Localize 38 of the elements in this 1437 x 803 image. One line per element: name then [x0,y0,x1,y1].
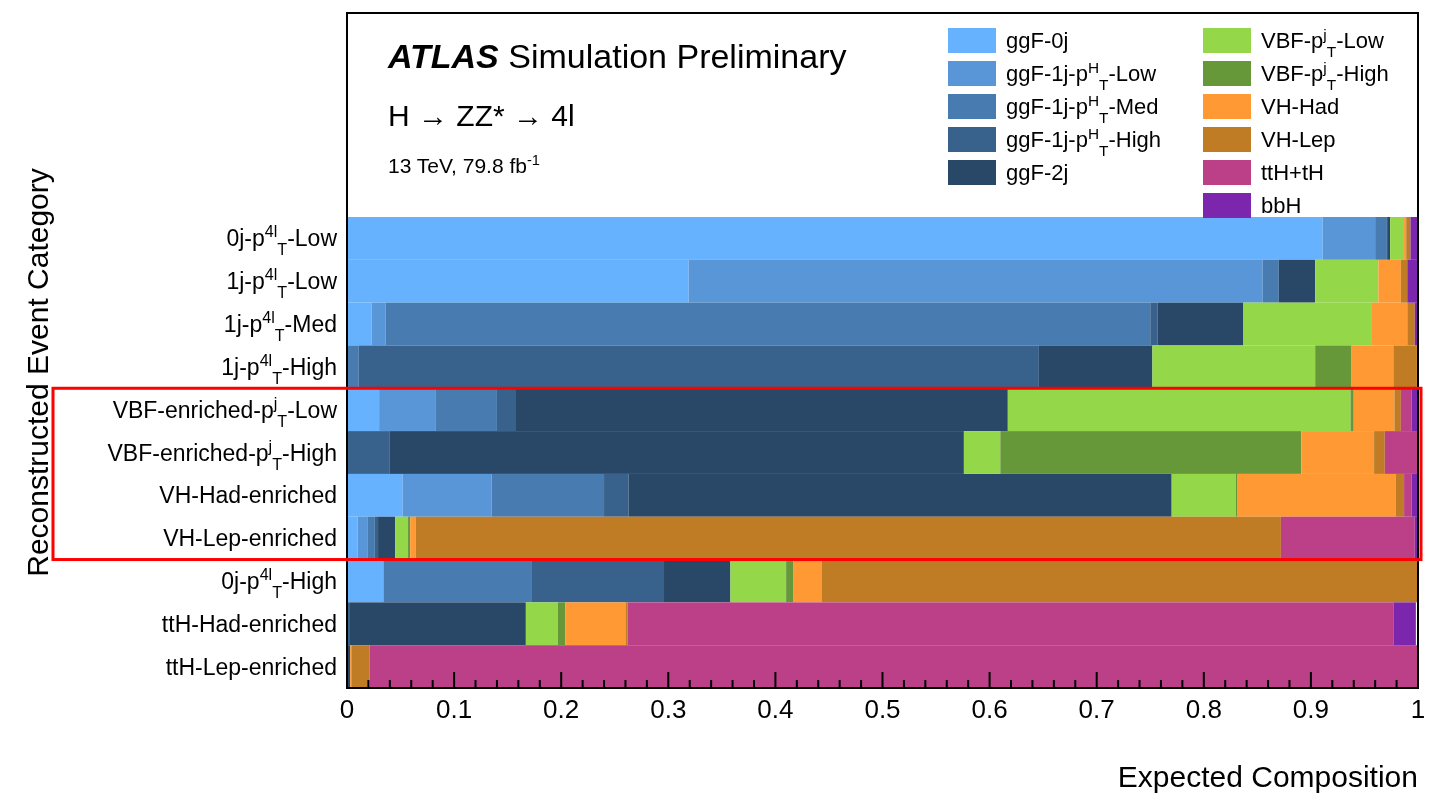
y-tick-label: ttH-Had-enriched [161,610,337,637]
x-tick-label: 0.1 [436,694,473,724]
y-tick-label: ttH-Lep-enriched [165,653,337,680]
y-tick-label: 1j-p$^{4l}$$_{T}$-High [221,350,337,387]
y-tick-label: VBF-enriched-p$^{j}$$_{T}$-High [107,436,337,473]
x-tick-label: 0.9 [1292,694,1329,724]
legend-label: ggF-1j-p$^{H}$$_{T}$-Low [1006,58,1157,93]
x-tick-label: 0.8 [1185,694,1222,724]
x-tick-label: 0.7 [1078,694,1115,724]
x-tick-label: 0.2 [543,694,580,724]
chart-subtitle: H → ZZ* → 4l [388,99,575,132]
legend-label: VH-Lep [1261,127,1336,152]
legend-label: VBF-p$^{j}$$_{T}$-High [1261,58,1389,93]
y-tick-label: 1j-p$^{4l}$$_{T}$-Med [223,308,337,345]
x-tick-label: 0.3 [650,694,687,724]
legend-label: ttH+tH [1261,160,1324,185]
x-tick-label: 0.6 [971,694,1008,724]
y-tick-label: 1j-p$^{4l}$$_{T}$-Low [226,265,338,302]
legend-label: ggF-1j-p$^{H}$$_{T}$-High [1006,124,1162,159]
x-tick-label: 0.5 [864,694,901,724]
legend-label: VH-Had [1261,94,1340,119]
y-tick-label: VBF-enriched-p$^{j}$$_{T}$-Low [112,393,338,430]
legend-label: ggF-0j [1006,28,1069,53]
x-tick-label: 1 [1410,694,1426,724]
x-tick-label: 0 [339,694,355,724]
legend-label: ggF-2j [1006,160,1069,185]
legend-label: bbH [1261,193,1302,218]
y-axis-title: Reconstructed Event Category [21,168,54,577]
chart-title: ATLAS Simulation Preliminary [387,37,847,75]
legend-label: VBF-p$^{j}$$_{T}$-Low [1261,25,1384,60]
legend-label: ggF-1j-p$^{H}$$_{T}$-Med [1006,91,1159,126]
y-tick-label: 0j-p$^{4l}$$_{T}$-High [221,564,337,601]
x-axis-title: Expected Composition [1117,760,1418,793]
y-tick-label: 0j-p$^{4l}$$_{T}$-Low [226,222,338,259]
text: 13 TeV, 79.8 fb$^{-1}$ [388,152,541,177]
x-tick-label: 0.4 [757,694,794,724]
y-tick-label: VH-Lep-enriched [163,525,337,552]
y-tick-label: VH-Had-enriched [159,482,337,509]
